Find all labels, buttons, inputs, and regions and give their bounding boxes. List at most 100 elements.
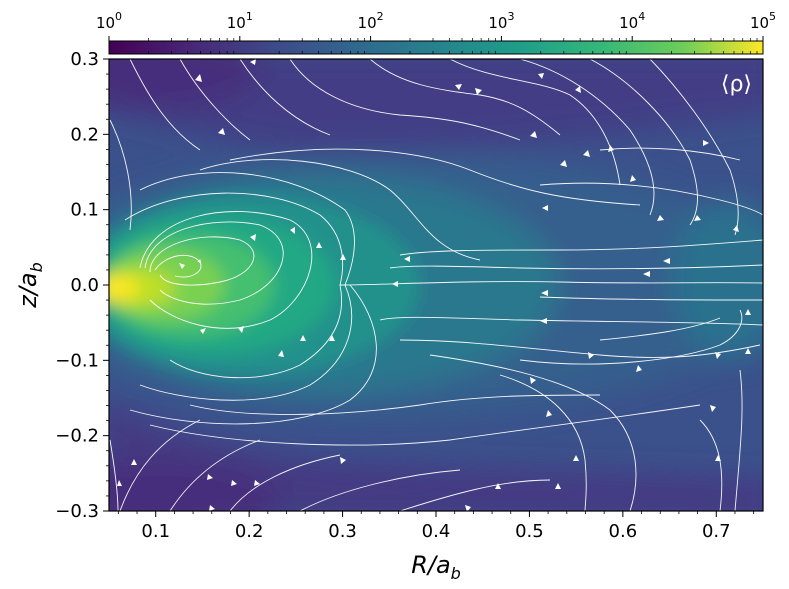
colorbar-tick-base: 10 xyxy=(227,14,246,32)
colorbar-tick-base: 10 xyxy=(619,14,638,32)
arrow-marker xyxy=(218,128,225,135)
streamline xyxy=(119,419,201,511)
y-axis-title: z/ab xyxy=(14,262,46,309)
x-axis: 0.1 0.2 0.3 0.4 0.5 0.6 0.7 xyxy=(117,511,755,542)
arrow-marker xyxy=(710,405,716,412)
arrow-marker xyxy=(404,256,410,262)
y-axis: −0.3 −0.2 −0.1 0.0 0.1 0.2 0.3 xyxy=(55,49,109,522)
y-axis-title-main: z/a xyxy=(14,272,42,308)
colorbar-tick-label: 100 xyxy=(96,10,122,32)
streamline xyxy=(239,59,331,136)
streamline-arrows xyxy=(117,59,751,511)
streamline xyxy=(149,236,255,286)
arrow-marker xyxy=(455,84,462,90)
colorbar-tick-label: 104 xyxy=(619,10,645,32)
colorbar-tick-exp: 3 xyxy=(507,10,514,23)
density-right-blob xyxy=(670,200,763,360)
arrow-marker xyxy=(117,480,122,486)
arrow-marker xyxy=(316,242,322,248)
x-tick-label: 0.7 xyxy=(702,521,731,542)
streamline xyxy=(519,59,655,216)
streamline xyxy=(589,59,698,226)
arrow-marker xyxy=(195,74,202,82)
arrow-marker xyxy=(209,505,215,511)
streamline xyxy=(229,148,641,206)
arrow-marker xyxy=(340,254,346,260)
x-tick-label: 0.6 xyxy=(609,521,638,542)
colorbar-tick-base: 10 xyxy=(96,14,115,32)
arrow-marker xyxy=(542,205,548,211)
arrow-marker xyxy=(694,215,701,221)
arrow-marker xyxy=(179,263,185,269)
arrow-marker xyxy=(538,73,544,79)
arrow-marker xyxy=(541,290,548,296)
x-tick-label: 0.5 xyxy=(515,521,544,542)
streamline xyxy=(519,309,743,365)
y-tick-label: 0.2 xyxy=(70,124,99,145)
density-topleft-darkest xyxy=(109,59,260,110)
streamline xyxy=(499,374,587,511)
arrow-marker xyxy=(238,326,244,333)
streamline xyxy=(109,439,119,511)
arrow-marker xyxy=(643,271,650,277)
x-axis-title: R/ab xyxy=(411,551,461,583)
arrow-marker xyxy=(703,140,709,146)
streamline xyxy=(169,284,343,379)
streamline xyxy=(139,284,352,401)
streamline xyxy=(129,59,201,151)
streamline xyxy=(299,469,461,511)
arrow-marker xyxy=(231,480,237,486)
arrow-marker xyxy=(250,234,256,241)
arrow-marker xyxy=(329,335,335,341)
arrow-marker xyxy=(715,352,721,359)
streamline xyxy=(229,454,341,511)
arrow-marker xyxy=(290,227,295,234)
arrow-marker xyxy=(608,145,614,152)
arrow-marker xyxy=(200,328,206,334)
arrow-marker xyxy=(300,335,306,341)
arrow-marker xyxy=(254,480,260,486)
x-tick-label: 0.2 xyxy=(235,521,264,542)
streamline xyxy=(379,316,763,326)
arrow-marker xyxy=(560,160,567,167)
arrow-marker xyxy=(392,281,398,287)
arrow-marker xyxy=(475,88,482,95)
y-tick-label: −0.1 xyxy=(55,350,99,371)
arrow-marker xyxy=(588,352,594,359)
colorbar-ticks: 100 101 102 103 104 105 xyxy=(96,10,776,54)
arrow-marker xyxy=(630,175,636,182)
arrow-marker xyxy=(745,309,751,315)
y-tick-label: 0.0 xyxy=(70,275,99,296)
colorbar-tick-exp: 0 xyxy=(115,10,122,23)
arrow-marker xyxy=(636,365,642,372)
colorbar-tick-exp: 2 xyxy=(377,10,384,23)
density-bottomleft-darkest xyxy=(109,460,280,511)
streamline xyxy=(449,59,621,186)
streamline xyxy=(144,221,284,305)
streamline xyxy=(339,281,763,286)
arrow-marker xyxy=(546,410,552,417)
streamline xyxy=(369,59,561,136)
x-axis-title-main: R/a xyxy=(411,551,450,579)
streamline xyxy=(429,354,637,511)
colorbar-tick-label: 102 xyxy=(358,10,384,32)
colorbar-tick-base: 10 xyxy=(750,14,769,32)
colorbar-tick-label: 101 xyxy=(227,10,253,32)
arrow-marker xyxy=(715,455,721,461)
arrow-marker xyxy=(745,348,751,354)
arrow-marker xyxy=(495,483,501,489)
streamline xyxy=(154,254,202,278)
arrow-marker xyxy=(573,455,579,461)
colorbar-tick-base: 10 xyxy=(488,14,507,32)
x-tick-label: 0.3 xyxy=(328,521,357,542)
y-tick-label: 0.1 xyxy=(70,200,99,221)
x-tick-label: 0.1 xyxy=(141,521,170,542)
streamline xyxy=(139,172,355,286)
streamline xyxy=(139,211,313,329)
streamline xyxy=(199,159,481,261)
colorbar-tick-label: 103 xyxy=(488,10,514,32)
arrow-marker xyxy=(131,459,137,465)
arrow-marker xyxy=(575,86,581,93)
arrow-marker xyxy=(540,318,547,324)
